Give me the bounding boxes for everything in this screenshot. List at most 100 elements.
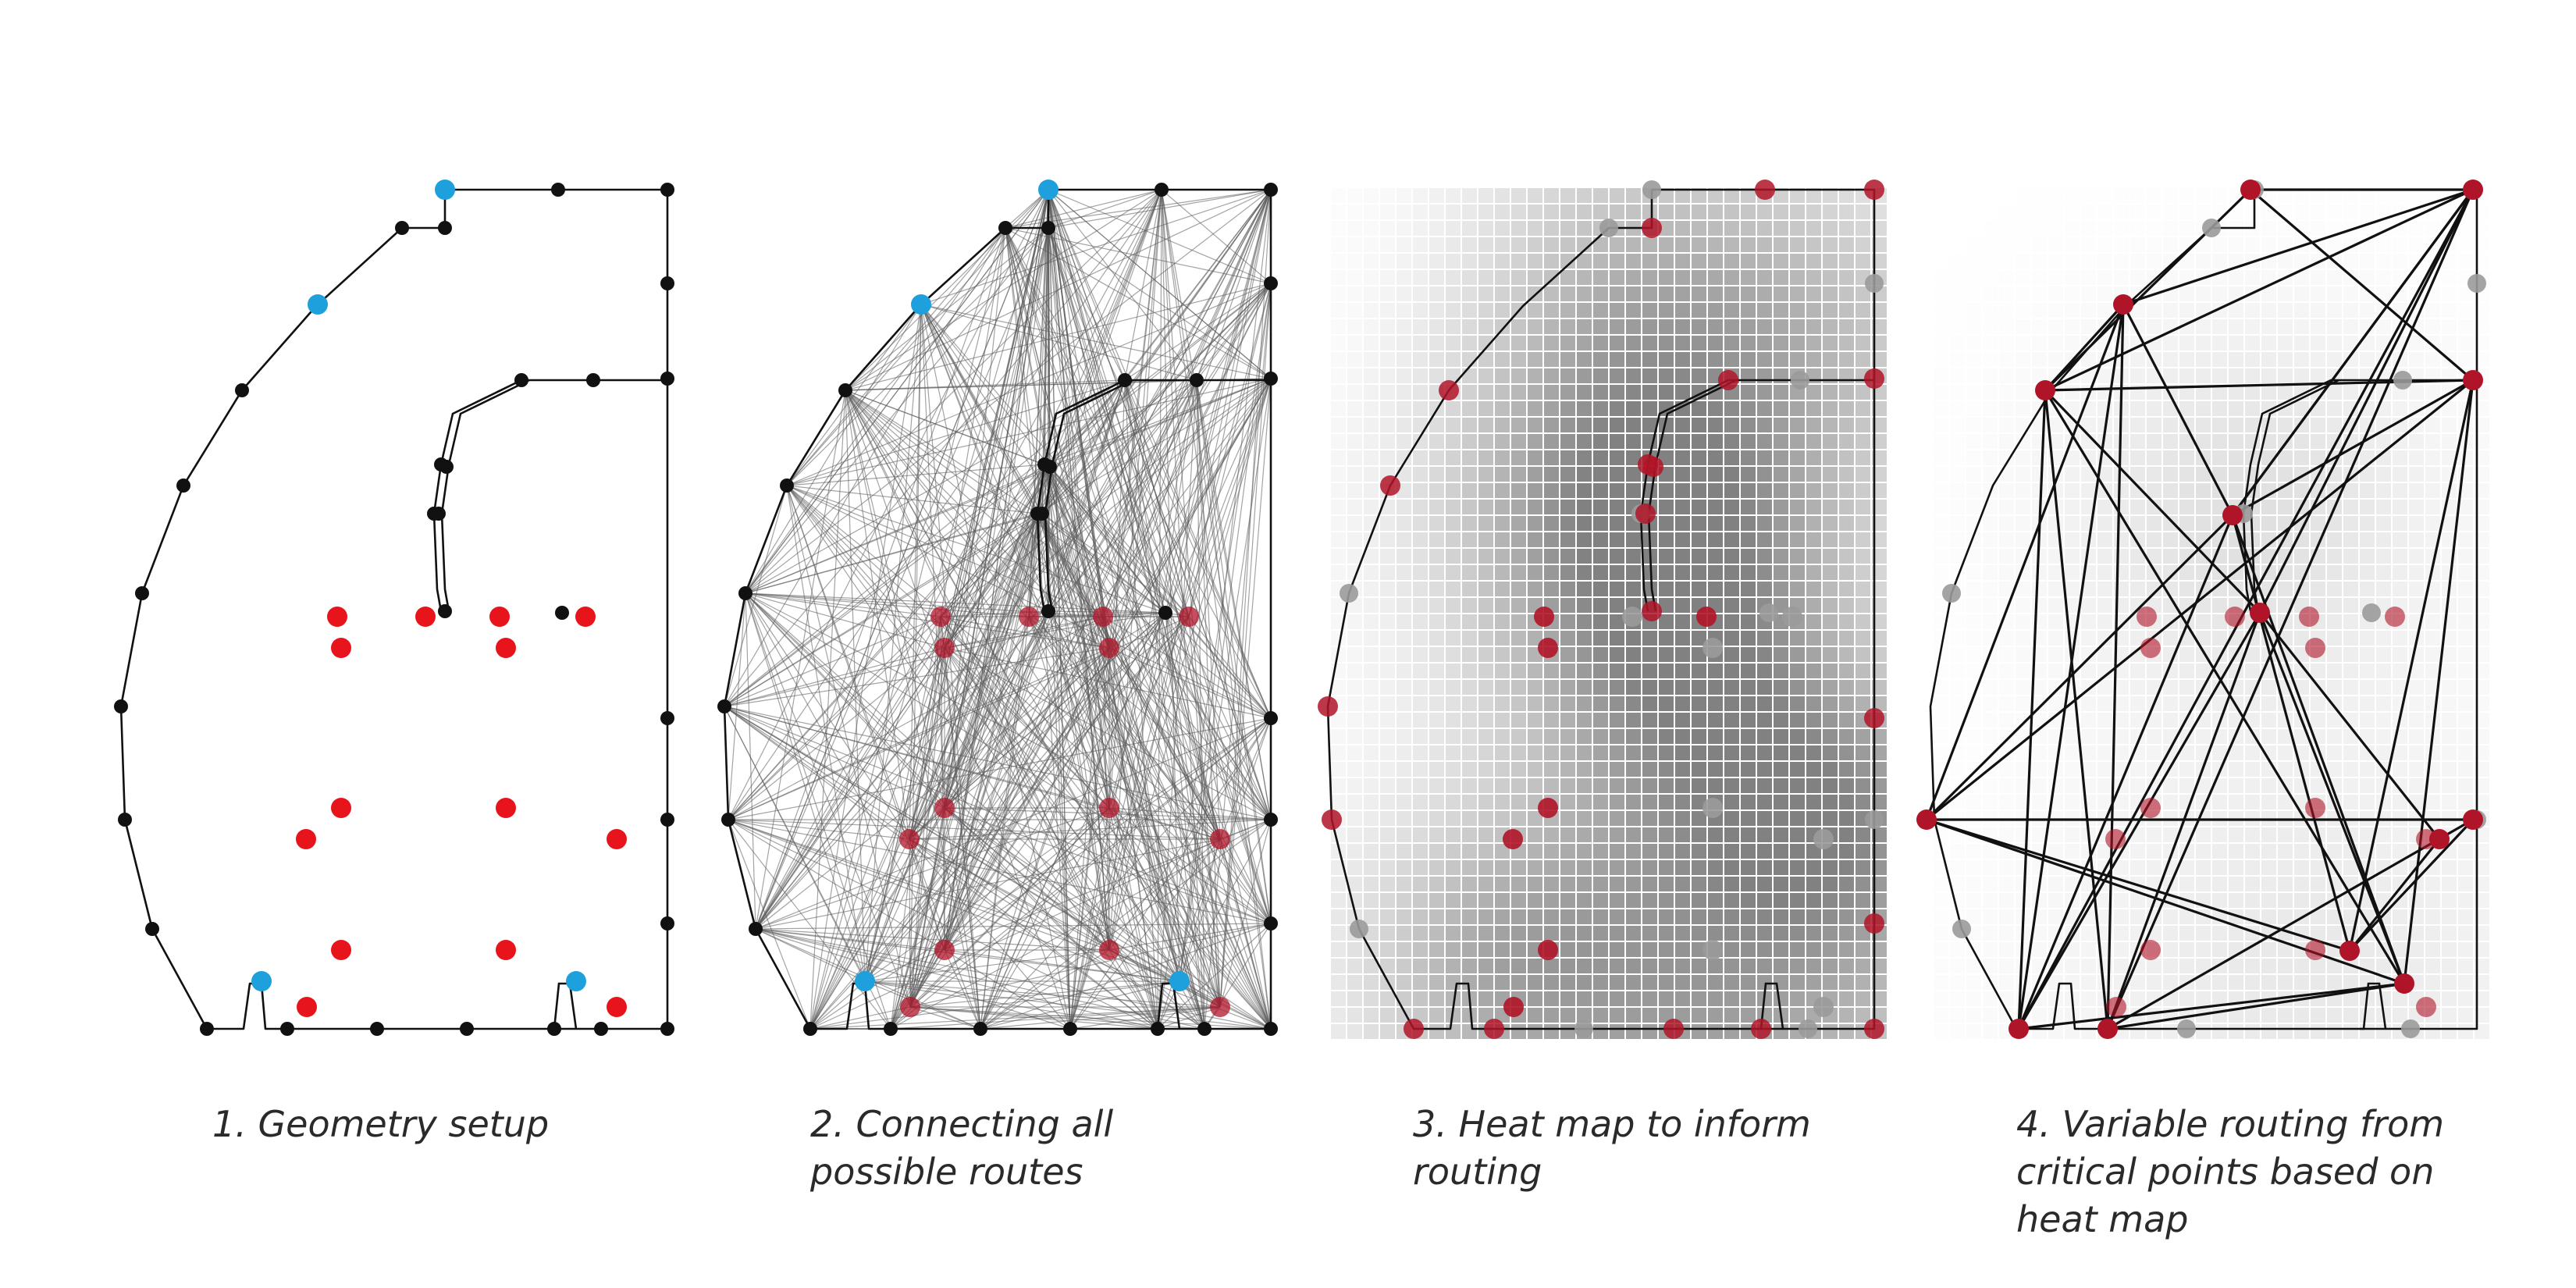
route-line — [909, 647, 945, 1008]
heat-cell — [1577, 237, 1592, 252]
route-line — [745, 592, 941, 617]
heat-cell — [1478, 450, 1493, 465]
heat-cell — [2475, 745, 2489, 760]
heat-cell — [2130, 237, 2145, 252]
route-line — [1108, 807, 1221, 840]
heat-cell — [2065, 336, 2080, 350]
heat-cell — [2245, 647, 2260, 662]
heat-cell — [1659, 270, 1674, 285]
heat-cell — [1511, 254, 1526, 269]
inactive-point — [1759, 603, 1778, 622]
heat-cell — [1593, 352, 1608, 367]
heat-cell — [1544, 877, 1559, 891]
heat-cell — [1675, 860, 1690, 875]
heat-cell — [2442, 401, 2457, 416]
heat-cell — [1331, 516, 1346, 531]
selected-route — [1925, 514, 2234, 821]
critical-point — [1538, 638, 1558, 658]
heat-cell — [2458, 221, 2473, 236]
route-line — [1161, 189, 1221, 1008]
heat-cell — [1642, 1024, 1657, 1039]
heat-cell — [1577, 664, 1592, 678]
heat-cell — [1495, 336, 1510, 350]
heat-cell — [2130, 631, 2145, 646]
heat-cell — [1429, 778, 1444, 793]
heat-cell — [1429, 532, 1444, 547]
heat-cell — [2114, 647, 2129, 662]
heat-cell — [1856, 582, 1870, 596]
heat-cell — [2179, 959, 2194, 973]
heat-cell — [1495, 582, 1510, 596]
heat-cell — [1872, 401, 1887, 416]
heat-cell — [1823, 385, 1838, 400]
heat-cell — [1856, 516, 1870, 531]
heat-cell — [1934, 713, 1948, 728]
heat-cell — [1724, 237, 1739, 252]
heat-cell — [1593, 827, 1608, 842]
heat-cell — [2196, 500, 2211, 514]
heat-cell — [1839, 795, 1854, 809]
heat-cell — [1511, 237, 1526, 252]
heat-cell — [1872, 631, 1887, 646]
critical-point — [1696, 607, 1717, 627]
heat-cell — [2409, 598, 2424, 613]
heat-cell — [2179, 778, 2194, 793]
heat-cell — [1593, 1008, 1608, 1023]
heat-cell — [1950, 664, 1965, 678]
inactive-point — [2401, 1019, 2420, 1038]
heat-cell — [1934, 680, 1948, 695]
heat-cell — [1462, 975, 1477, 990]
route-line — [1028, 513, 1043, 617]
heat-cell — [1560, 877, 1575, 891]
heat-cell — [1790, 549, 1805, 564]
heat-cell — [1806, 778, 1821, 793]
heat-cell — [2425, 352, 2440, 367]
heat-cell — [1950, 959, 1965, 973]
heat-cell — [2458, 877, 2473, 891]
heat-cell — [2163, 631, 2178, 646]
heat-cell — [1950, 647, 1965, 662]
heat-cell — [1966, 368, 1981, 383]
heat-cell — [2196, 549, 2211, 564]
heat-cell — [2097, 467, 2112, 482]
heat-cell — [2442, 303, 2457, 318]
heat-cell — [1659, 254, 1674, 269]
heat-cell — [2458, 631, 2473, 646]
heat-cell — [1429, 188, 1444, 203]
heat-cell — [1724, 795, 1739, 809]
heat-cell — [1478, 368, 1493, 383]
heat-cell — [2327, 598, 2342, 613]
heat-cell — [2442, 205, 2457, 219]
heat-cell — [2294, 254, 2309, 269]
heat-cell — [2261, 516, 2276, 531]
heat-cell — [2261, 844, 2276, 859]
heat-cell — [1528, 565, 1542, 580]
heat-cell — [2081, 631, 2096, 646]
heat-cell — [2409, 680, 2424, 695]
heat-cell — [2376, 286, 2391, 301]
heat-cell — [2081, 696, 2096, 711]
heat-cell — [2458, 745, 2473, 760]
heat-cell — [1347, 385, 1362, 400]
heat-cell — [1692, 680, 1706, 695]
heat-cell — [2179, 467, 2194, 482]
heat-cell — [2360, 942, 2375, 957]
heat-cell — [1950, 762, 1965, 777]
heat-cell — [1872, 664, 1887, 678]
heat-cell — [2114, 942, 2129, 957]
heat-cell — [1544, 418, 1559, 432]
heat-cell — [2311, 270, 2325, 285]
heat-cell — [1511, 516, 1526, 531]
heat-cell — [1593, 1024, 1608, 1039]
heat-cell — [1757, 959, 1772, 973]
route-line — [724, 706, 1221, 840]
heat-cell — [2130, 991, 2145, 1006]
heat-cell — [2081, 959, 2096, 973]
heat-cell — [2278, 205, 2293, 219]
heat-cell — [1413, 237, 1428, 252]
heat-cell — [2261, 827, 2276, 842]
heat-cell — [1610, 713, 1624, 728]
heat-cell — [1478, 959, 1493, 973]
heat-cell — [2179, 549, 2194, 564]
heat-cell — [2409, 450, 2424, 465]
